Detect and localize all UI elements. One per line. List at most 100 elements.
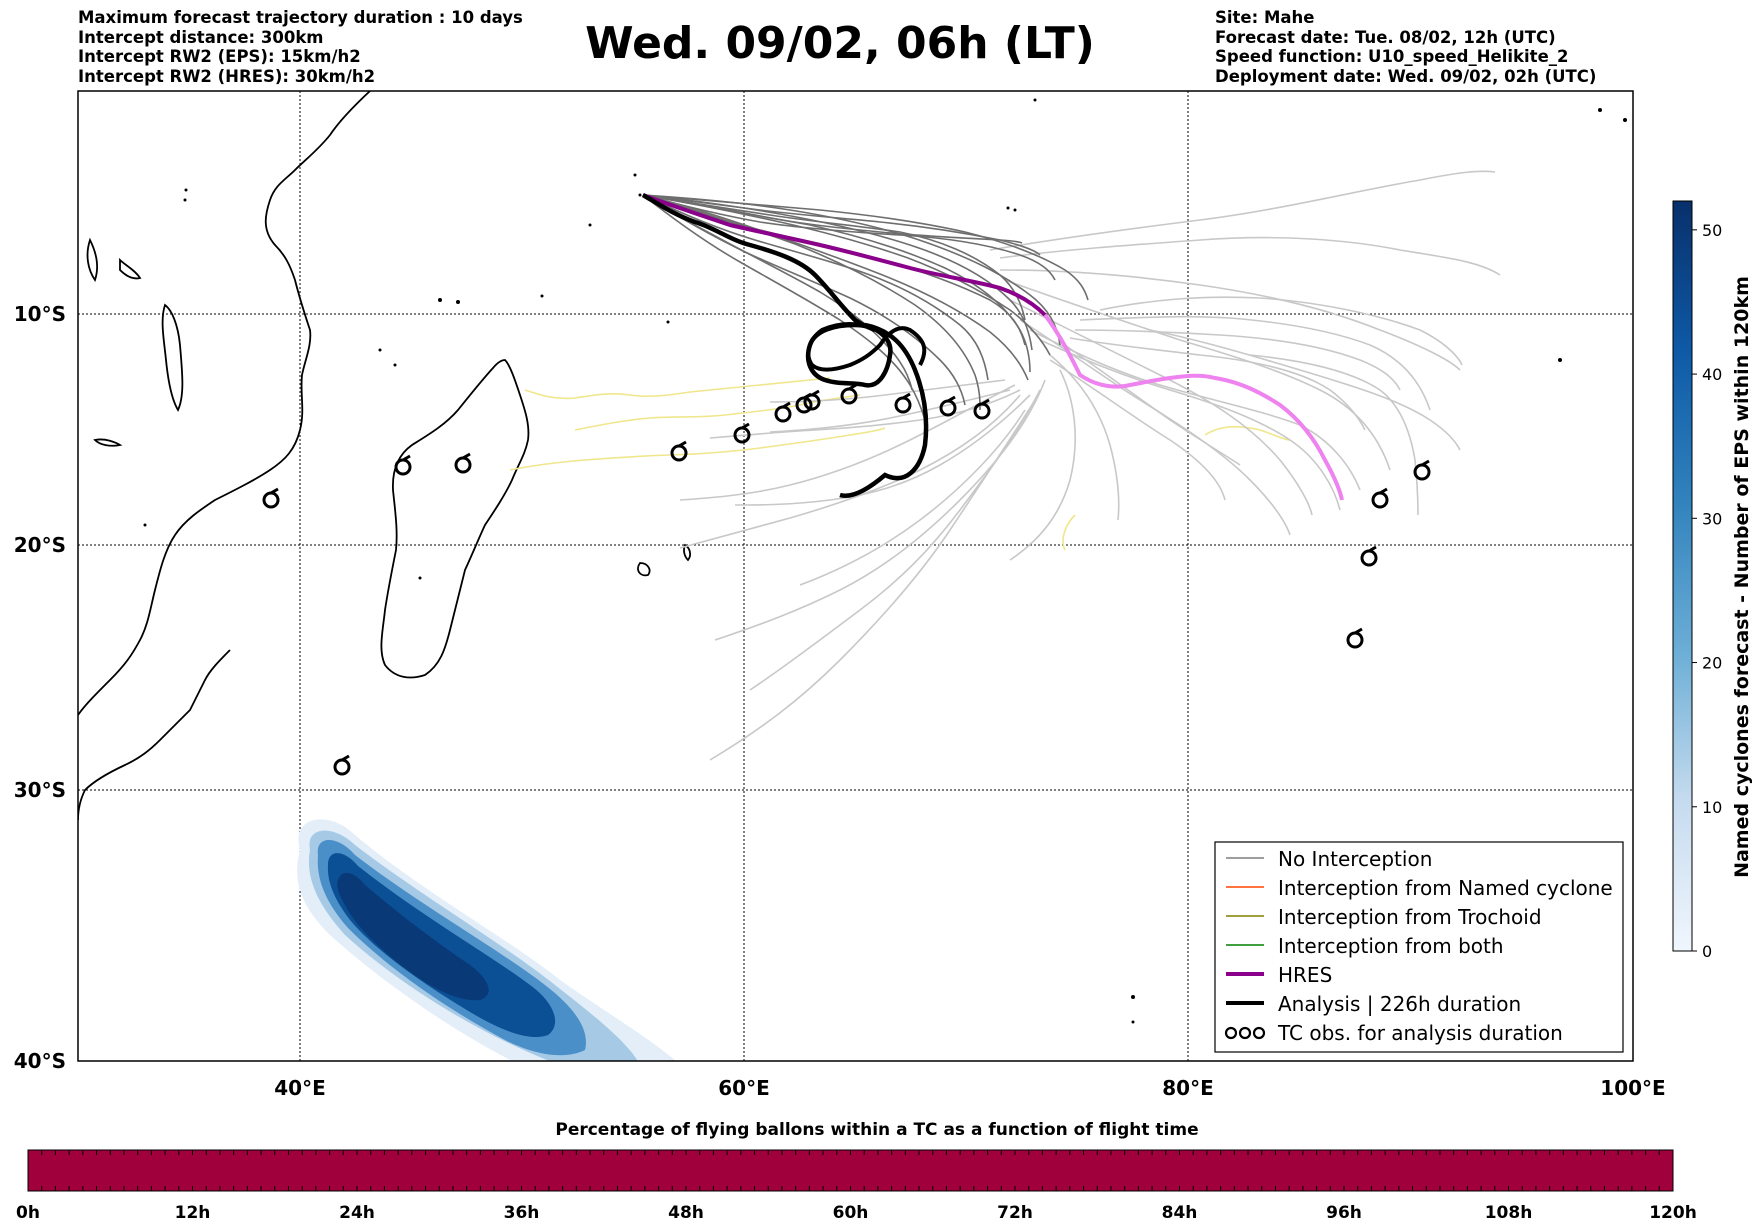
tc-obs-icon (939, 395, 957, 417)
island-coastline (683, 543, 692, 562)
colorbar-right-label-wrap: Named cyclones forecast - Number of EPS … (1722, 202, 1754, 952)
lat-label: 10°S (14, 302, 66, 326)
analysis-track (641, 193, 929, 498)
lat-label: 30°S (14, 778, 66, 802)
tc-obs-icon (454, 452, 472, 474)
colorbar-tick-label: 20 (1702, 654, 1722, 673)
legend-item: Interception from Named cyclone (1226, 876, 1613, 900)
lat-label: 40°S (14, 1049, 66, 1073)
colorbar-bottom-tick-label: 48h (668, 1203, 704, 1223)
coastlines (78, 91, 692, 821)
tc-obs-icon (394, 454, 412, 476)
legend-label: HRES (1278, 963, 1332, 987)
analysis-track-loop (806, 322, 927, 372)
madagascar-coastline (380, 359, 530, 679)
legend-label: Analysis | 226h duration (1278, 992, 1521, 1016)
colorbar-bottom-tick-label: 84h (1162, 1203, 1198, 1223)
colorbar-bottom-ticks: 0h 12h 24h 36h 48h 60h 72h 84h 96h 108h 120h (16, 1203, 1697, 1223)
tc-obs-icon (1371, 487, 1389, 509)
tc-obs-icon (1346, 627, 1364, 649)
small-islands (143, 98, 1627, 1024)
colorbar-right: 0 10 20 30 40 50 (1672, 200, 1722, 961)
header-line: Maximum forecast trajectory duration : 1… (78, 8, 523, 27)
trochoid-tracks (509, 377, 1291, 551)
tc-obs-legend-icon (1224, 1026, 1266, 1040)
tc-obs-icon (1360, 545, 1378, 567)
lat-label: 20°S (14, 533, 66, 557)
legend-label: Interception from Trochoid (1278, 905, 1542, 929)
colorbar-bottom-tick-label: 24h (339, 1203, 375, 1223)
colorbar-bottom-tick-label: 108h (1485, 1203, 1533, 1223)
colorbar-bottom-tick-label: 96h (1326, 1203, 1362, 1223)
tc-obs-icon (973, 398, 991, 420)
africa-coastline (78, 91, 371, 716)
tc-obs-icon (894, 392, 912, 414)
island-coastline (161, 303, 184, 412)
colorbar-right-label: Named cyclones forecast - Number of EPS … (1731, 276, 1753, 878)
hres-track-extension (1043, 313, 1344, 501)
tc-obs-icon (774, 401, 792, 423)
header-info-left: Maximum forecast trajectory duration : 1… (78, 8, 523, 86)
island-coastline (119, 257, 142, 280)
tc-obs-icon (803, 389, 821, 411)
colorbar-bottom-tick-label: 36h (504, 1203, 540, 1223)
colorbar-right-gradient (1672, 200, 1693, 952)
header-line: Deployment date: Wed. 09/02, 02h (UTC) (1215, 66, 1597, 86)
header-line: Intercept RW2 (EPS): 15km/h2 (78, 47, 361, 66)
colorbar-bottom-tick-label: 12h (175, 1203, 211, 1223)
tc-obs-icon (840, 383, 858, 405)
header-line: Speed function: U10_speed_Helikite_2 (1215, 47, 1569, 66)
colorbar-bottom-tick-label: 120h (1649, 1203, 1697, 1223)
eps-tracks-dark (642, 194, 1089, 421)
map-title: Wed. 09/02, 06h (LT) (585, 18, 1095, 69)
colorbar-bottom-bar (27, 1149, 1674, 1192)
colorbar-bottom-tick-label: 60h (833, 1203, 869, 1223)
legend-label: No Interception (1278, 847, 1432, 871)
lon-label: 80°E (1162, 1076, 1214, 1100)
lon-label: 40°E (274, 1076, 326, 1100)
tc-obs-icon (733, 422, 751, 444)
legend-label: Interception from Named cyclone (1278, 876, 1613, 900)
header-line: Forecast date: Tue. 08/02, 12h (UTC) (1215, 27, 1556, 47)
eps-tracks-light (679, 170, 1501, 761)
colorbar-bottom: 0h 12h 24h 36h 48h 60h 72h 84h 96h 108h 120h (16, 1149, 1697, 1223)
lon-label: 100°E (1600, 1076, 1665, 1100)
colorbar-tick-label: 30 (1702, 509, 1722, 528)
header-line: Intercept distance: 300km (78, 27, 324, 47)
legend-label: TC obs. for analysis duration (1277, 1021, 1563, 1045)
tc-obs-icon (670, 440, 688, 462)
colorbar-bottom-title: Percentage of flying ballons within a TC… (555, 1120, 1199, 1140)
colorbar-bottom-minor-ticks (41, 1150, 1660, 1191)
legend-item: TC obs. for analysis duration (1224, 1021, 1563, 1045)
hres-track (642, 193, 1047, 317)
colorbar-tick-label: 40 (1702, 365, 1722, 384)
cyclone-density-field (297, 819, 676, 1061)
legend-item: No Interception (1226, 847, 1432, 871)
legend-label: Interception from both (1278, 934, 1504, 958)
colorbar-tick-label: 0 (1702, 942, 1712, 961)
colorbar-bottom-tick-label: 0h (16, 1203, 40, 1223)
lat-labels: 10°S 20°S 30°S 40°S (14, 302, 66, 1073)
lon-labels: 40°E 60°E 80°E 100°E (274, 1076, 1665, 1100)
legend-item: Interception from Trochoid (1226, 905, 1542, 929)
header-line: Site: Mahe (1215, 8, 1315, 27)
legend-box (1214, 841, 1624, 1053)
lon-label: 60°E (718, 1076, 770, 1100)
legend-item: HRES (1226, 963, 1332, 987)
colorbar-tick-label: 10 (1702, 798, 1722, 817)
legend-item: Analysis | 226h duration (1226, 992, 1521, 1016)
colorbar-right-ticks: 0 10 20 30 40 50 (1692, 221, 1722, 961)
legend: No Interception Interception from Named … (1214, 841, 1624, 1053)
island-coastline (86, 237, 98, 282)
colorbar-bottom-tick-label: 72h (997, 1203, 1033, 1223)
tc-obs-markers (262, 383, 1431, 776)
africa-coastline-south (78, 649, 231, 821)
tc-obs-icon (333, 754, 351, 776)
tc-obs-icon (1413, 459, 1431, 481)
legend-item: Interception from both (1226, 934, 1504, 958)
island-coastline (637, 562, 651, 577)
island-coastline (93, 438, 123, 447)
map-frame (77, 90, 1634, 1062)
header-info-right: Site: Mahe Forecast date: Tue. 08/02, 12… (1215, 8, 1596, 86)
